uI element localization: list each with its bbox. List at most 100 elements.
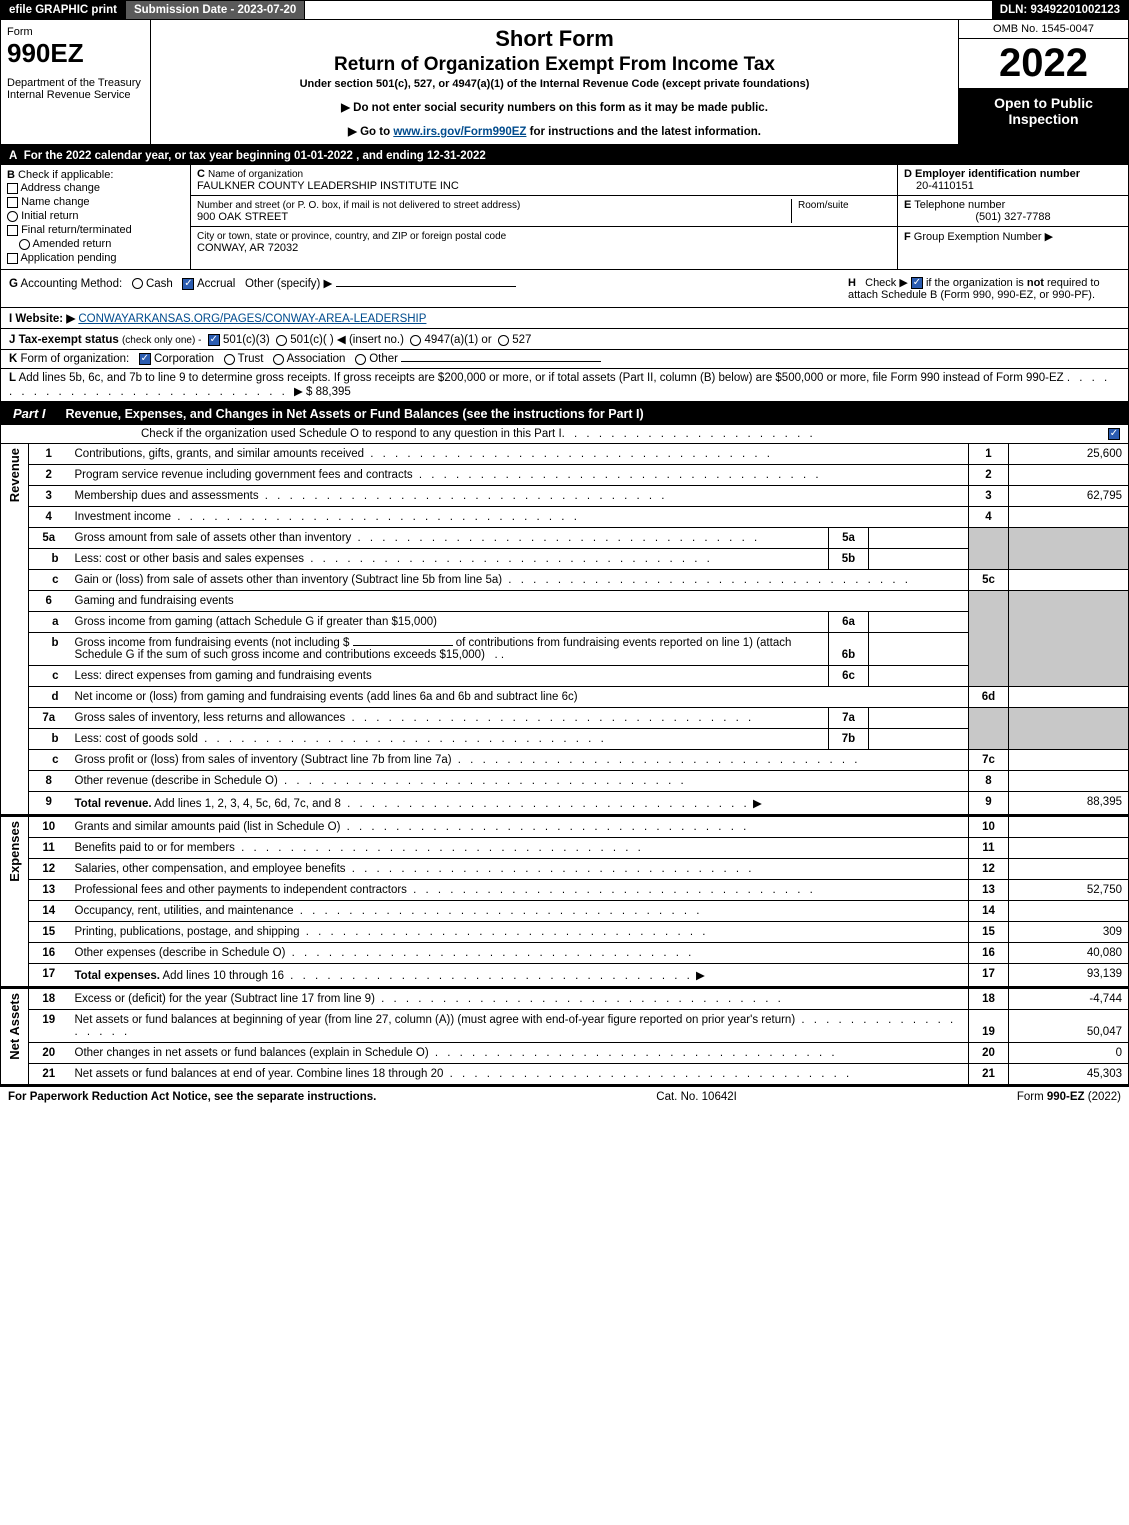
radio-cash[interactable] (132, 278, 143, 289)
D-block: D Employer identification number 20-4110… (898, 165, 1128, 196)
line-6a-val (869, 612, 969, 633)
chk-other-org[interactable] (355, 354, 366, 365)
line-13-no: 13 (29, 880, 69, 901)
line-5a-desc: Gross amount from sale of assets other t… (69, 528, 829, 549)
checkbox-accrual[interactable]: ✓ (182, 278, 194, 290)
line-4-amt (1009, 507, 1129, 528)
line-7b-desc: Less: cost of goods sold (69, 729, 829, 750)
header-right: OMB No. 1545-0047 2022 Open to Public In… (958, 20, 1128, 144)
chk-label: Application pending (20, 252, 116, 264)
line-18-box: 18 (969, 988, 1009, 1010)
line-1-amt: 25,600 (1009, 444, 1129, 465)
J-opt1: 501(c)(3) (223, 334, 270, 346)
chk-schedule-o[interactable]: ✓ (1108, 428, 1120, 440)
line-5b-val (869, 549, 969, 570)
line-18-no: 18 (29, 988, 69, 1010)
chk-final-return[interactable]: Final return/terminated (7, 223, 184, 237)
line-15-no: 15 (29, 922, 69, 943)
chk-initial-return[interactable]: Initial return (7, 209, 184, 223)
line-11-box: 11 (969, 838, 1009, 859)
line-7c-no: c (29, 750, 69, 771)
B-checkif: Check if applicable: (18, 169, 113, 181)
side-revenue: Revenue (1, 444, 29, 815)
line-8-desc: Other revenue (describe in Schedule O) (69, 771, 969, 792)
label-B: B (7, 169, 15, 181)
chk-corp[interactable]: ✓ (139, 353, 151, 365)
expenses-table: Expenses 10 Grants and similar amounts p… (0, 815, 1129, 987)
line-6b-blank (353, 645, 453, 646)
line-19-no: 19 (29, 1010, 69, 1043)
line-6b-no: b (29, 633, 69, 666)
line-18-desc: Excess or (deficit) for the year (Subtra… (69, 988, 969, 1010)
C-room-lbl: Room/suite (798, 200, 849, 211)
line-5b-no: b (29, 549, 69, 570)
efile-print: efile GRAPHIC print (1, 1, 126, 19)
line-7c-desc: Gross profit or (loss) from sales of inv… (69, 750, 969, 771)
label-K: K (9, 353, 17, 365)
checkbox-icon (7, 225, 18, 236)
chk-trust[interactable] (224, 354, 235, 365)
K-opt0: Corporation (154, 353, 214, 365)
part-I-header: Part I Revenue, Expenses, and Changes in… (0, 402, 1129, 425)
chk-501c3[interactable]: ✓ (208, 334, 220, 346)
line-14-box: 14 (969, 901, 1009, 922)
line-9-desc: Total revenue. Add lines 1, 2, 3, 4, 5c,… (69, 792, 969, 815)
grey-6 (969, 591, 1009, 687)
line-7a-no: 7a (29, 708, 69, 729)
C-street-block: Number and street (or P. O. box, if mail… (191, 196, 897, 227)
checkbox-icon (7, 197, 18, 208)
chk-501c[interactable] (276, 335, 287, 346)
L-text: Add lines 5b, 6c, and 7b to line 9 to de… (19, 372, 1064, 384)
form-number: 990EZ (7, 38, 144, 69)
line-21-no: 21 (29, 1064, 69, 1085)
grey-5-amt (1009, 528, 1129, 570)
chk-4947[interactable] (410, 335, 421, 346)
line-17-box: 17 (969, 964, 1009, 987)
chk-label: Initial return (21, 210, 78, 222)
line-4-desc: Investment income (69, 507, 969, 528)
line-7b-no: b (29, 729, 69, 750)
D-val: 20-4110151 (904, 180, 974, 192)
chk-527[interactable] (498, 335, 509, 346)
section-I: I Website: ▶ CONWAYARKANSAS.ORG/PAGES/CO… (0, 308, 1129, 329)
F-block: F Group Exemption Number ▶ (898, 227, 1128, 246)
website-link[interactable]: CONWAYARKANSAS.ORG/PAGES/CONWAY-AREA-LEA… (78, 313, 426, 325)
line-7a-sub: 7a (829, 708, 869, 729)
K-opt1: Trust (238, 353, 264, 365)
line-6c-sub: 6c (829, 666, 869, 687)
irs-link[interactable]: www.irs.gov/Form990EZ (393, 126, 526, 138)
label-L: L (9, 372, 16, 384)
chk-address-change[interactable]: Address change (7, 181, 184, 195)
chk-application-pending[interactable]: Application pending (7, 251, 184, 265)
chk-assoc[interactable] (273, 354, 284, 365)
label-E: E (904, 199, 911, 211)
G-cash: Cash (146, 278, 173, 290)
line-7c-amt (1009, 750, 1129, 771)
line-18-amt: -4,744 (1009, 988, 1129, 1010)
label-H: H (848, 277, 856, 289)
line-6-desc: Gaming and fundraising events (69, 591, 969, 612)
chk-name-change[interactable]: Name change (7, 195, 184, 209)
radio-icon (7, 211, 18, 222)
part-I-note: Check if the organization used Schedule … (0, 425, 1129, 444)
grey-6-amt (1009, 591, 1129, 687)
C-street: 900 OAK STREET (197, 211, 288, 223)
submission-date: Submission Date - 2023-07-20 (126, 1, 305, 19)
checkbox-H[interactable]: ✓ (911, 277, 923, 289)
C-street-lbl: Number and street (or P. O. box, if mail… (197, 200, 520, 211)
label-G: G (9, 278, 18, 290)
chk-label: Address change (20, 182, 100, 194)
footer-left: For Paperwork Reduction Act Notice, see … (8, 1091, 376, 1103)
footer-right: Form 990-EZ (2022) (1017, 1091, 1121, 1103)
note-ssn: ▶ Do not enter social security numbers o… (161, 100, 948, 114)
H-text1: Check ▶ (865, 277, 908, 289)
chk-amended-return[interactable]: Amended return (7, 237, 184, 251)
G-other-line[interactable] (336, 286, 516, 287)
H-text2: if the organization is (926, 277, 1027, 289)
K-other-line[interactable] (401, 361, 601, 362)
line-11-no: 11 (29, 838, 69, 859)
omb-number: OMB No. 1545-0047 (959, 20, 1128, 39)
line-10-desc: Grants and similar amounts paid (list in… (69, 816, 969, 838)
line-5b-desc: Less: cost or other basis and sales expe… (69, 549, 829, 570)
line-12-desc: Salaries, other compensation, and employ… (69, 859, 969, 880)
